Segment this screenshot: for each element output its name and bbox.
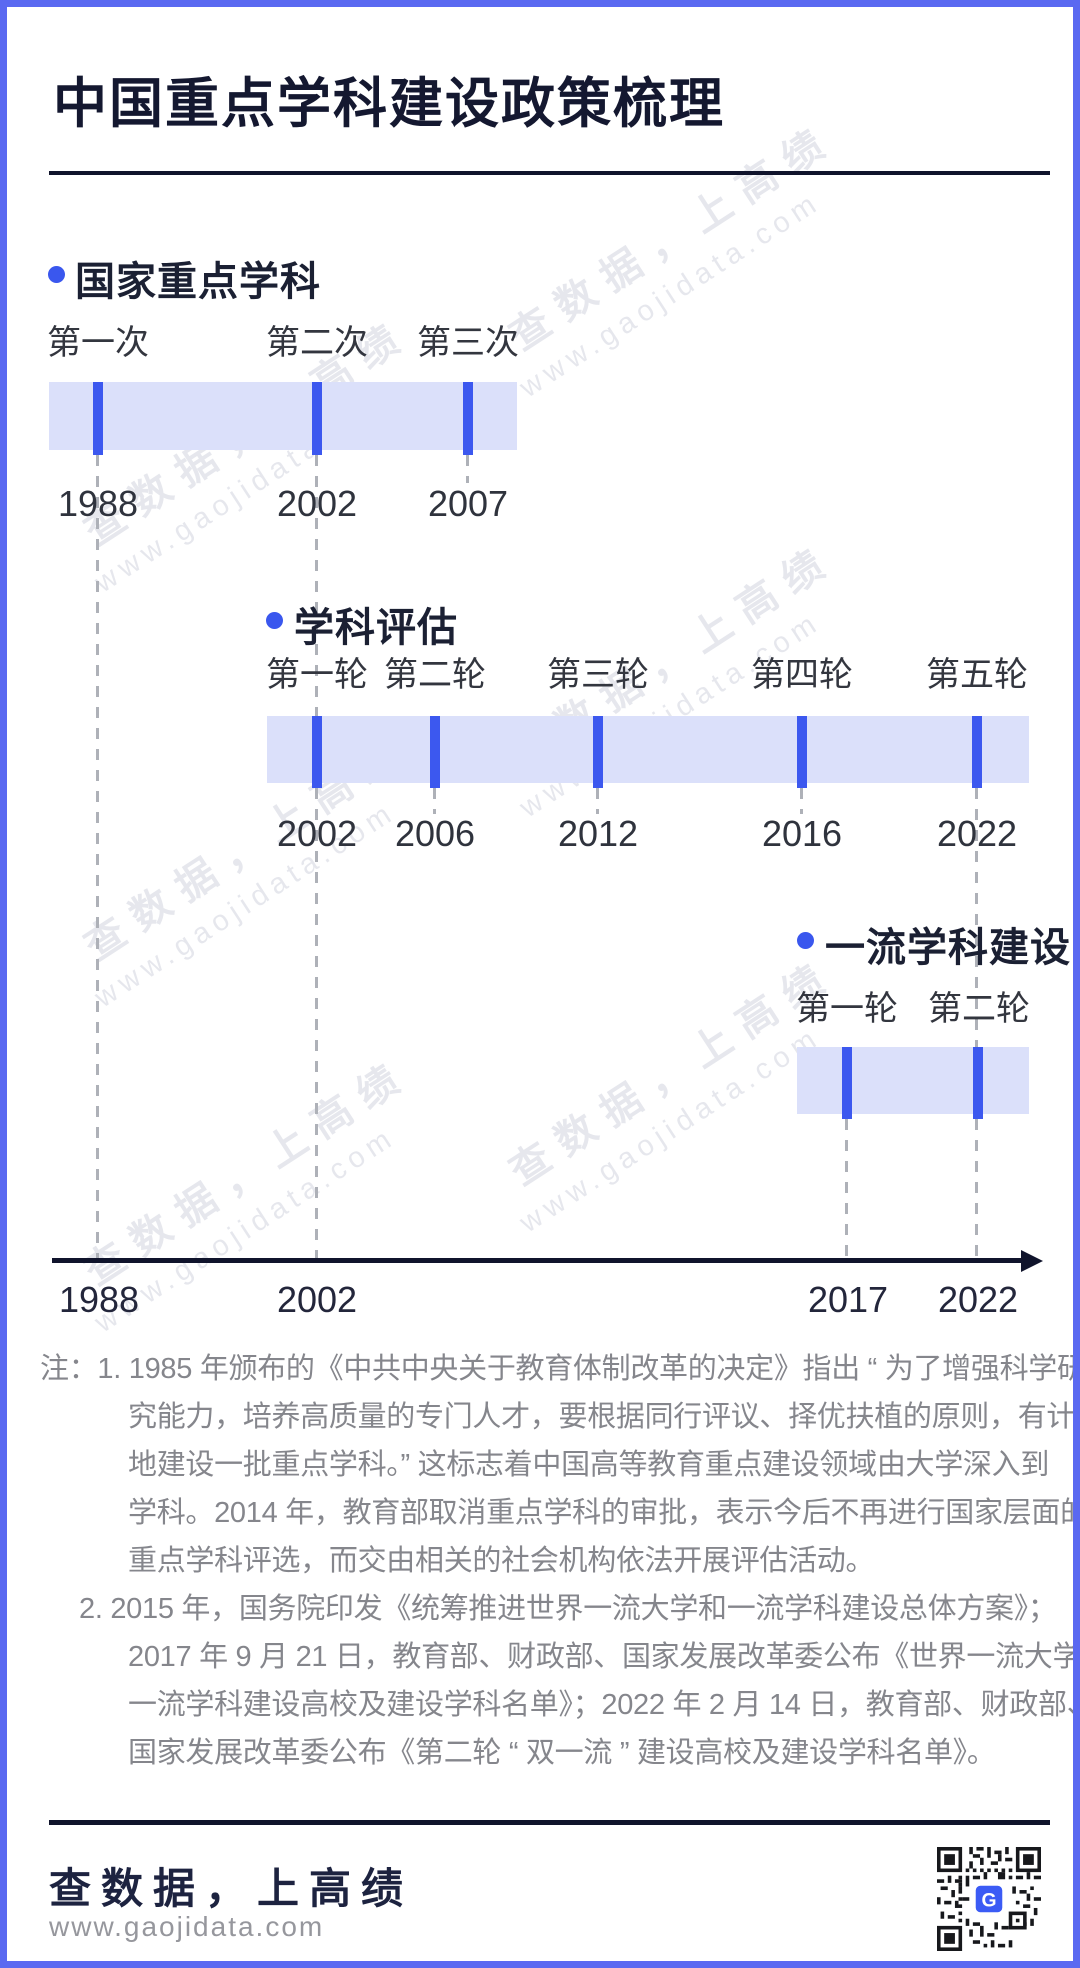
footer-brand: 查数据，上高绩 [49,1865,414,1912]
dashed-connector [975,1119,978,1258]
note-line: 重点学科评选，而交由相关的社会机构依法开展评估活动。 [128,1545,875,1577]
dashed-connector [845,1119,848,1258]
event-tick [430,716,440,788]
watermark-url: www.gaojidata.com [514,185,827,405]
x-axis-line [52,1258,1024,1263]
page-title: 中国重点学科建设政策梳理 [53,74,725,134]
dashed-connector [800,788,803,814]
note-line: 2. 2015 年，国务院印发《统筹推进世界一流大学和一流学科建设总体方案》； [79,1593,1057,1625]
event-year: 2002 [276,483,358,524]
note-line: 学科。2014 年，教育部取消重点学科的审批，表示今后不再进行国家层面的 [128,1497,1080,1529]
event-tick [842,1047,852,1119]
dashed-connector [96,455,99,1258]
watermark-text: 查数据，上高绩 [502,116,844,359]
title-divider [49,171,1050,175]
timeline-band [267,716,1029,783]
event-tick [312,382,322,455]
section-header-discipline-evaluation: 学科评估 [294,606,458,650]
axis-year: 1988 [58,1279,140,1320]
event-label: 第二轮 [384,656,486,694]
event-year: 2016 [761,813,843,854]
event-year: 2012 [557,813,639,854]
event-year: 1988 [57,483,139,524]
section-bullet-icon [266,612,283,629]
axis-year: 2002 [276,1279,358,1320]
watermark-url: www.gaojidata.com [89,795,402,1015]
event-label: 第一次 [47,324,149,362]
note-line: 2017 年 9 月 21 日，教育部、财政部、国家发展改革委公布《世界一流大学… [128,1641,1080,1673]
watermark-url: www.gaojidata.com [514,1020,827,1240]
note-line: 国家发展改革委公布《第二轮 “ 双一流 ” 建设高校及建设学科名单》。 [128,1737,996,1769]
svg-text:G: G [981,1890,996,1912]
section-header-national-key-disciplines: 国家重点学科 [75,260,321,304]
dashed-connector [975,788,978,1047]
qr-code: G [937,1847,1041,1951]
footer-divider [49,1820,1050,1825]
watermark-url: www.gaojidata.com [89,1120,402,1340]
axis-year: 2017 [807,1279,889,1320]
section-header-first-class-disciplines: 一流学科建设 [825,926,1071,970]
event-label: 第三次 [417,324,519,362]
event-year: 2007 [427,483,509,524]
event-tick [972,716,982,788]
dashed-connector [315,788,318,1258]
section-bullet-icon [797,932,814,949]
watermark-tile: 查数据，上高绩 www.gaojidata.com [496,107,866,404]
dashed-connector [596,788,599,814]
event-tick [93,382,103,455]
notes: 注：1. 1985 年颁布的《中共中央关于教育体制改革的决定》指出 “ 为了增强… [40,1345,1080,1777]
event-label: 第三轮 [547,656,649,694]
event-year: 2006 [394,813,476,854]
watermark-text: 查数据，上高绩 [502,951,844,1194]
event-tick [463,382,473,455]
note-line: 一流学科建设高校及建设学科名单》；2022 年 2 月 14 日，教育部、财政部… [128,1689,1080,1721]
axis-arrow-icon [1021,1250,1043,1272]
event-year: 2002 [276,813,358,854]
event-label: 第五轮 [926,656,1028,694]
event-tick [797,716,807,788]
dashed-connector [466,455,469,483]
event-label: 第四轮 [751,656,853,694]
event-tick [312,716,322,788]
note-line: 地建设一批重点学科。” 这标志着中国高等教育重点建设领域由大学深入到 [128,1449,1050,1481]
event-label: 第二次 [266,324,368,362]
timeline-band [49,382,517,450]
timeline-band [797,1047,1029,1114]
event-label: 第二轮 [928,990,1030,1028]
event-label: 第一轮 [266,656,368,694]
note-line: 注：1. 1985 年颁布的《中共中央关于教育体制改革的决定》指出 “ 为了增强… [40,1353,1080,1385]
note-line: 究能力，培养高质量的专门人才，要根据同行评议、择优扶植的原则，有计划 [128,1401,1080,1433]
dashed-connector [433,788,436,814]
section-bullet-icon [48,266,65,283]
event-label: 第一轮 [796,990,898,1028]
watermark-url: www.gaojidata.com [514,605,827,825]
dashed-connector [315,455,318,716]
event-tick [593,716,603,788]
footer-url: www.gaojidata.com [49,1911,325,1942]
axis-year: 2022 [937,1279,1019,1320]
qr-center-logo-icon: G [973,1883,1005,1915]
event-year: 2022 [936,813,1018,854]
event-tick [973,1047,983,1119]
